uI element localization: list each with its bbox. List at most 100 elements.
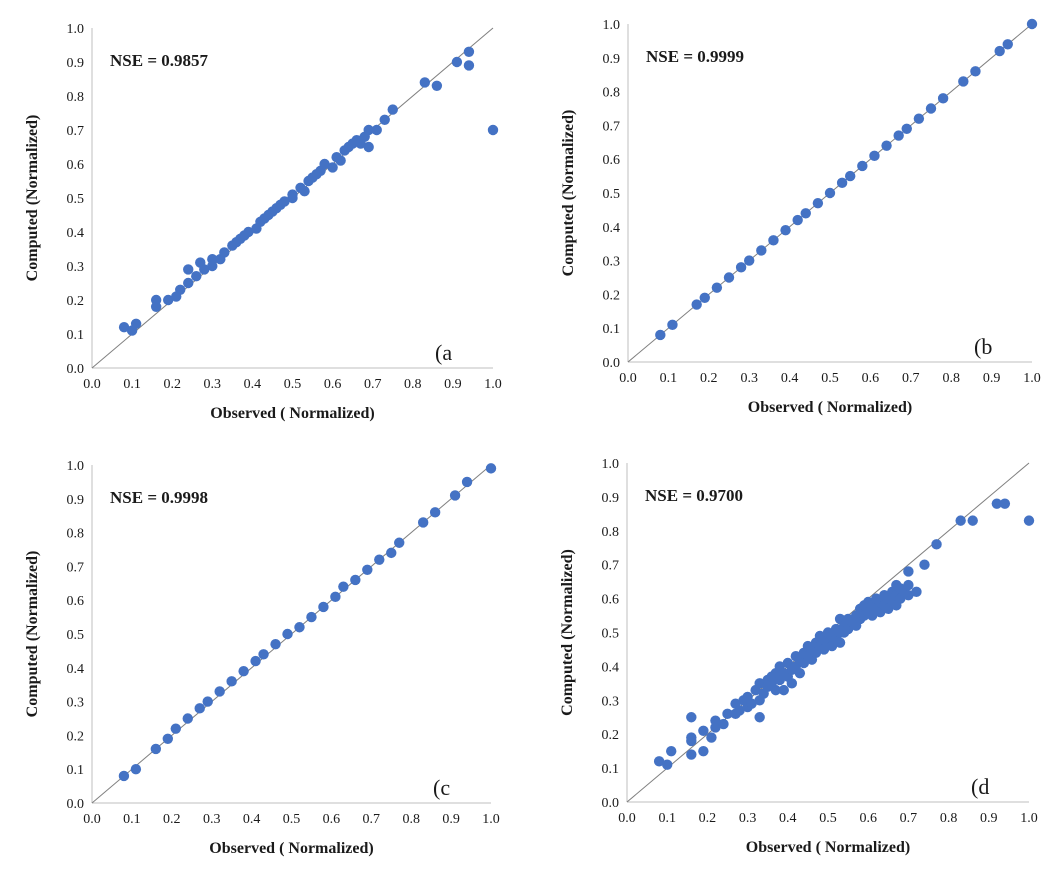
y-tick-label: 0.8 [67, 527, 85, 542]
data-point [258, 649, 269, 660]
data-point [881, 140, 892, 151]
data-point [270, 638, 281, 650]
y-tick-label: 0.6 [603, 153, 621, 168]
data-point [903, 566, 914, 577]
data-point [718, 718, 729, 730]
data-point [955, 515, 966, 526]
x-tick-label: 0.7 [363, 812, 381, 827]
data-point [182, 713, 193, 724]
data-point [463, 46, 475, 57]
data-point [754, 678, 765, 689]
x-tick-label: 0.0 [83, 377, 101, 392]
data-point [698, 725, 709, 737]
x-tick-label: 0.6 [862, 371, 880, 386]
data-point [362, 564, 373, 575]
x-tick-label: 0.5 [821, 371, 839, 386]
data-point [666, 745, 677, 757]
chart-panel-d: 0.0 0.1 0.2 0.3 0.4 0.5 0.6 0.7 0.8 0.9 1.0 0.0 0.1 0… [559, 457, 1038, 856]
data-point [706, 732, 717, 743]
x-tick-label: 0.5 [283, 812, 301, 827]
data-point [786, 678, 798, 689]
y-tick-label: 0.6 [602, 593, 620, 608]
nse-annotation: NSE = 0.9999 [646, 47, 744, 66]
y-axis-title: Computed (Normalized) [24, 115, 41, 282]
data-point [319, 158, 330, 170]
y-tick-label: 0.7 [67, 560, 85, 575]
y-tick-label: 0.4 [603, 221, 621, 236]
data-point [279, 196, 290, 207]
x-tick-label: 0.5 [819, 811, 837, 826]
x-tick-label: 1.0 [482, 812, 500, 827]
data-point [191, 271, 202, 282]
data-point [836, 177, 848, 189]
data-point [691, 299, 702, 310]
data-point [287, 189, 298, 200]
data-point [711, 282, 723, 293]
x-tick-label: 0.8 [402, 812, 420, 827]
x-tick-label: 0.2 [163, 377, 181, 392]
data-point [327, 162, 338, 173]
y-tick-label: 0.6 [67, 158, 85, 173]
data-point [306, 611, 317, 623]
data-point [931, 539, 942, 550]
x-tick-label: 0.4 [243, 812, 261, 827]
data-point [451, 56, 463, 68]
y-tick-label: 0.9 [67, 56, 85, 71]
y-tick-label: 0.3 [603, 255, 621, 270]
x-tick-label: 0.4 [779, 811, 797, 826]
data-point [1002, 39, 1013, 50]
data-point [800, 208, 811, 219]
y-tick-label: 0.5 [67, 628, 85, 643]
data-point [756, 245, 767, 256]
data-point [744, 255, 755, 266]
panel-label: (a [435, 340, 452, 365]
data-point [722, 708, 733, 720]
data-point [1026, 18, 1038, 30]
data-point [162, 733, 174, 744]
x-tick-label: 0.3 [203, 812, 221, 827]
data-point [363, 141, 374, 153]
y-tick-label: 0.7 [67, 124, 85, 139]
data-point [794, 667, 806, 679]
data-point [463, 60, 475, 71]
nse-annotation: NSE = 0.9998 [110, 488, 208, 507]
x-tick-label: 0.1 [123, 377, 141, 392]
data-point [118, 770, 130, 782]
y-tick-label: 0.4 [67, 662, 85, 677]
y-tick-label: 0.5 [602, 627, 620, 642]
data-point [350, 574, 361, 586]
x-tick-label: 0.3 [740, 371, 758, 386]
x-tick-label: 0.6 [859, 811, 877, 826]
data-point [394, 537, 405, 548]
data-point [911, 586, 922, 598]
data-point [299, 186, 310, 197]
data-point [250, 655, 261, 667]
data-point [194, 703, 205, 714]
y-tick-label: 0.9 [602, 491, 620, 506]
x-tick-label: 0.9 [442, 812, 460, 827]
y-axis-title: Computed (Normalized) [559, 549, 576, 716]
data-point [913, 113, 925, 124]
data-point [901, 123, 912, 134]
x-tick-label: 0.5 [284, 377, 302, 392]
y-tick-label: 0.0 [603, 356, 621, 371]
y-axis-title: Computed (Normalized) [24, 551, 41, 718]
data-point [374, 554, 385, 565]
data-point [363, 124, 374, 136]
data-point [710, 715, 721, 726]
data-point [183, 264, 194, 275]
data-point [214, 686, 225, 697]
data-point [824, 187, 836, 199]
x-tick-label: 0.0 [618, 811, 636, 826]
data-point [226, 676, 237, 687]
data-point [812, 197, 824, 209]
x-tick-label: 1.0 [1023, 371, 1041, 386]
data-point [199, 264, 210, 275]
x-tick-label: 0.6 [323, 812, 341, 827]
y-tick-label: 0.5 [67, 192, 85, 207]
data-point [379, 114, 390, 126]
y-tick-label: 0.2 [602, 728, 620, 743]
data-point [778, 684, 789, 696]
data-point [925, 103, 937, 114]
panel-label: (b [974, 334, 992, 359]
